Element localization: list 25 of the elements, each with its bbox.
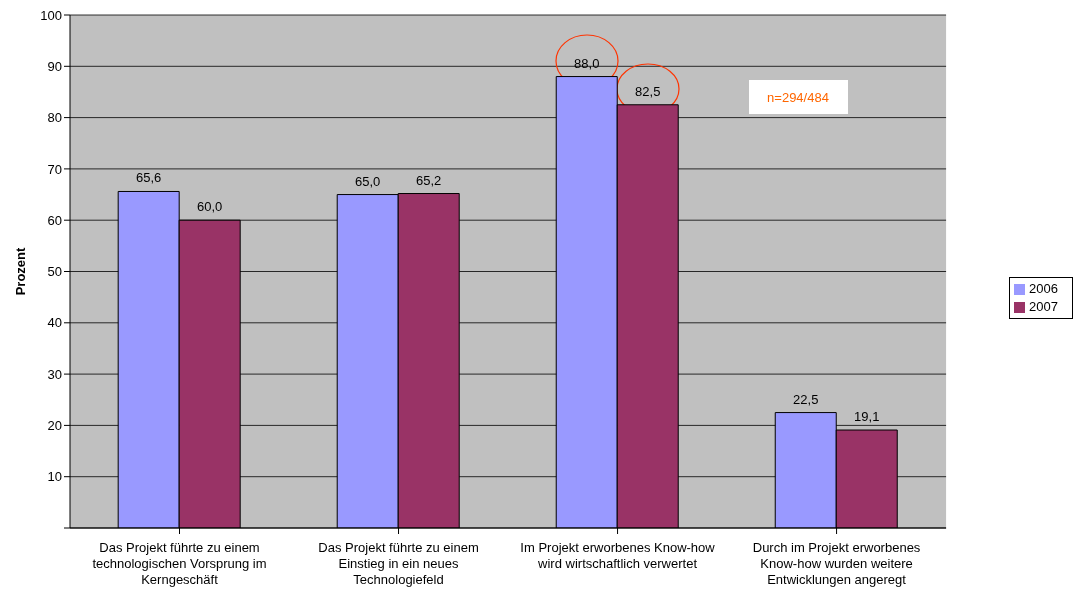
x-tick-label: Im Projekt erworbenes Know-how wird wirtschaftlich verwertet bbox=[520, 540, 716, 571]
y-tick-label: 10 bbox=[47, 469, 62, 485]
data-label: 22,5 bbox=[793, 391, 819, 407]
y-tick-label: 60 bbox=[47, 212, 62, 228]
x-tick-label: Durch im Projekt erworbenes Know-how wurden weitere Entwicklungen angeregt bbox=[752, 540, 921, 587]
y-tick-label: 100 bbox=[40, 7, 62, 23]
y-tick-label: 40 bbox=[47, 315, 62, 331]
legend-label: 2007 bbox=[1029, 299, 1058, 314]
x-tick-label: Das Projekt führte zu einem Einstieg in ein neues Technologiefeld bbox=[318, 540, 479, 587]
data-label: 60,0 bbox=[197, 199, 223, 215]
y-tick-label: 80 bbox=[47, 110, 62, 126]
y-axis-title: Prozent bbox=[12, 246, 28, 296]
data-label: 65,2 bbox=[416, 172, 442, 188]
x-tick-label: Das Projekt führte zu einem technologischen Vorsprung im Kerngeschäft bbox=[92, 540, 267, 587]
legend-label: 2006 bbox=[1029, 281, 1058, 296]
data-label: 82,5 bbox=[635, 83, 661, 99]
y-tick-label: 20 bbox=[47, 418, 62, 434]
y-tick-label: 90 bbox=[47, 58, 62, 74]
y-tick-label: 50 bbox=[47, 264, 62, 280]
y-tick-label: 70 bbox=[47, 161, 62, 177]
y-tick-label: 30 bbox=[47, 366, 62, 382]
annotation: n=294/484 bbox=[767, 90, 829, 105]
data-label: 19,1 bbox=[854, 409, 880, 425]
data-label: 65,0 bbox=[355, 173, 381, 189]
data-label: 65,6 bbox=[136, 170, 162, 186]
